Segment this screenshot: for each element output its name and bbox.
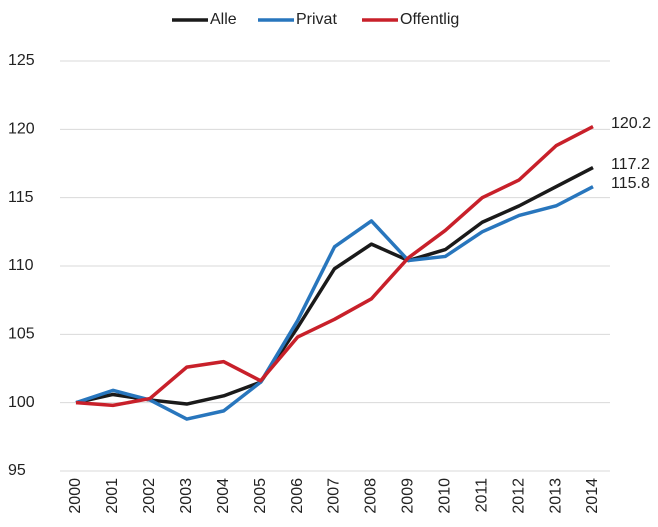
x-tick-label: 2005 bbox=[252, 478, 269, 514]
y-tick-label: 115 bbox=[8, 189, 34, 206]
x-tick-label: 2010 bbox=[437, 478, 454, 514]
x-tick-label: 2008 bbox=[363, 478, 380, 514]
series-line bbox=[75, 185, 594, 421]
x-tick-label: 2012 bbox=[510, 478, 527, 514]
y-tick-label: 105 bbox=[8, 326, 35, 343]
x-tick-label: 2011 bbox=[473, 478, 490, 513]
legend-label: Alle bbox=[210, 11, 237, 28]
x-tick-label: 2002 bbox=[141, 478, 158, 514]
y-tick-label: 120 bbox=[8, 121, 35, 138]
x-tick-label: 2013 bbox=[547, 478, 564, 514]
end-value-label: 117.2 bbox=[611, 156, 650, 173]
x-tick-label: 2004 bbox=[215, 478, 232, 514]
x-tick-label: 2001 bbox=[104, 478, 121, 514]
y-tick-label: 110 bbox=[8, 257, 34, 274]
series-line bbox=[75, 125, 594, 408]
x-tick-label: 2007 bbox=[326, 478, 343, 514]
x-tick-label: 2003 bbox=[178, 478, 195, 514]
x-tick-label: 2014 bbox=[584, 478, 601, 514]
y-tick-label: 125 bbox=[8, 52, 35, 69]
x-tick-label: 2009 bbox=[400, 478, 417, 514]
x-tick-label: 2000 bbox=[67, 478, 84, 514]
series-line bbox=[75, 166, 594, 406]
legend-label: Offentlig bbox=[400, 11, 459, 28]
y-tick-label: 95 bbox=[8, 462, 26, 479]
y-tick-label: 100 bbox=[8, 394, 35, 411]
end-value-label: 120.2 bbox=[611, 115, 651, 132]
end-value-label: 115.8 bbox=[611, 175, 650, 192]
legend-label: Privat bbox=[296, 11, 337, 28]
x-tick-label: 2006 bbox=[289, 478, 306, 514]
